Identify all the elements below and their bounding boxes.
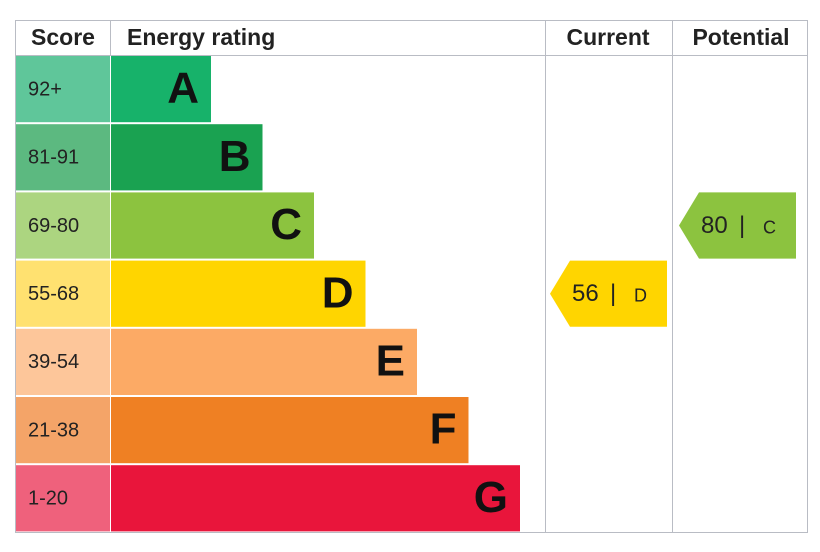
current-separator: | xyxy=(610,280,616,307)
score-cell xyxy=(16,465,110,532)
rating-letter: E xyxy=(376,337,405,386)
potential-rating: C xyxy=(763,217,776,237)
rating-bar xyxy=(111,124,263,191)
score-cell xyxy=(16,124,110,191)
score-cell xyxy=(16,260,110,327)
current-score: 56 xyxy=(572,280,599,307)
rating-bar xyxy=(111,328,417,395)
rating-letter: D xyxy=(322,268,354,317)
rating-letter: G xyxy=(474,473,508,522)
score-cell xyxy=(16,328,110,395)
rating-bar xyxy=(111,397,469,464)
header-potential: Potential xyxy=(692,24,789,50)
header-score: Score xyxy=(31,24,95,50)
score-label: 1-20 xyxy=(28,488,68,510)
score-label: 55-68 xyxy=(28,283,79,305)
score-label: 21-38 xyxy=(28,419,79,441)
score-cell xyxy=(16,397,110,464)
rating-bar xyxy=(111,465,520,532)
score-label: 39-54 xyxy=(28,351,79,373)
current-rating: D xyxy=(634,285,647,305)
potential-score: 80 xyxy=(701,212,728,239)
rating-letter: B xyxy=(219,132,251,181)
rating-bar xyxy=(111,192,314,259)
potential-separator: | xyxy=(739,212,745,239)
score-label: 81-91 xyxy=(28,147,79,169)
rating-letter: C xyxy=(270,200,302,249)
score-cell xyxy=(16,56,110,123)
header-current: Current xyxy=(566,24,649,50)
score-label: 92+ xyxy=(28,78,62,100)
potential-arrow xyxy=(679,192,796,259)
score-cell xyxy=(16,192,110,259)
rating-bar xyxy=(111,56,211,123)
rating-letter: A xyxy=(167,64,199,113)
score-label: 69-80 xyxy=(28,215,79,237)
rating-letter: F xyxy=(430,405,457,454)
header-rating: Energy rating xyxy=(127,24,275,50)
current-arrow xyxy=(550,260,667,327)
rating-bar xyxy=(111,260,366,327)
